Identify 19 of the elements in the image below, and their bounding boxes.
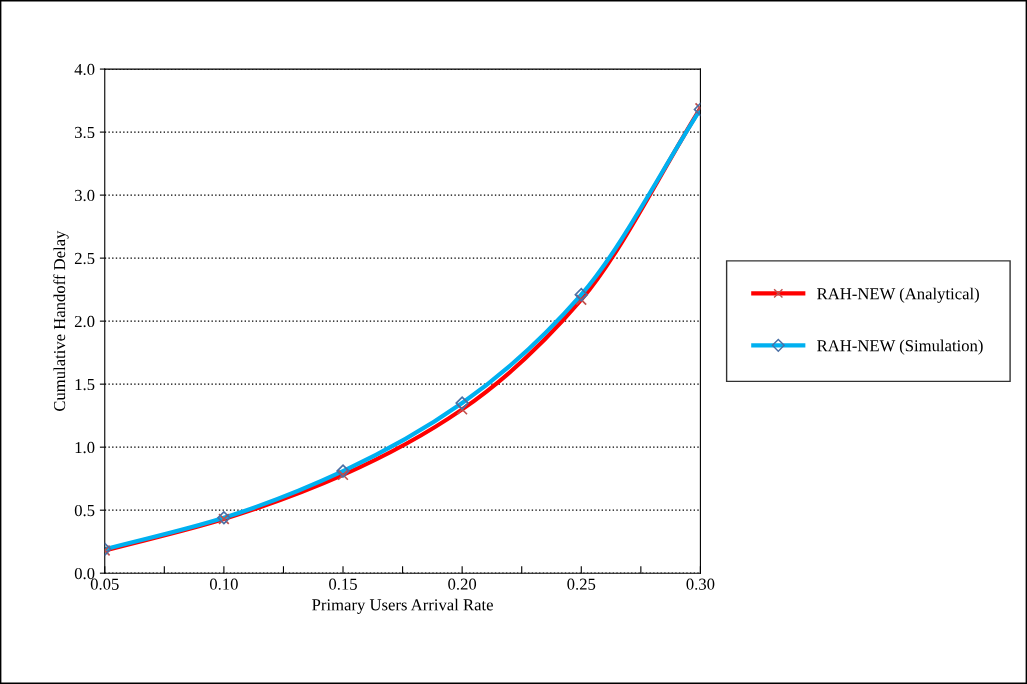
x-tick-label: 0.30 xyxy=(686,578,715,590)
y-tick-label: 3.0 xyxy=(75,189,95,202)
y-tick-label: 1.0 xyxy=(75,441,95,454)
y-tick-label: 2.0 xyxy=(74,315,95,328)
y-tick-label: 2.5 xyxy=(74,252,95,265)
y-tick-label: 0.5 xyxy=(74,504,95,517)
y-tick-label: 3.5 xyxy=(75,126,95,139)
x-tick-label: 0.10 xyxy=(209,578,238,590)
x-tick-label: 0.25 xyxy=(567,578,596,590)
y-tick-label: 4.0 xyxy=(74,63,95,76)
y-axis-title: Cumulative Handoff Delay xyxy=(53,230,69,412)
legend-label: RAH-NEW (Analytical) xyxy=(817,287,979,303)
x-tick-label: 0.15 xyxy=(329,578,357,590)
y-tick-label: 0.0 xyxy=(74,567,95,580)
x-axis-title: Primary Users Arrival Rate xyxy=(312,598,493,614)
x-tick-label: 0.05 xyxy=(90,578,119,590)
legend-label: RAH-NEW (Simulation) xyxy=(817,339,983,355)
y-tick-label: 1.5 xyxy=(75,378,95,391)
x-tick-label: 0.20 xyxy=(448,578,477,590)
